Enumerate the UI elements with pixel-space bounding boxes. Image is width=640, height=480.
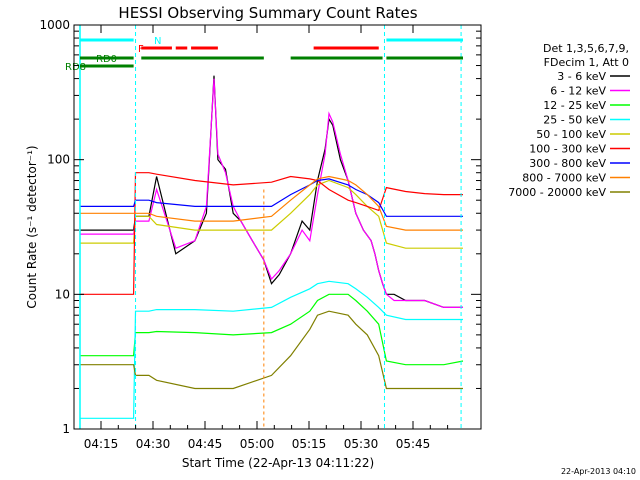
plot-area	[79, 25, 464, 429]
y-tick-label-1: 10	[55, 287, 70, 301]
series-line-3	[80, 280, 463, 419]
series-line-1	[80, 78, 463, 308]
flag-label-f: F	[138, 44, 144, 55]
y-tick-label-3: 1000	[39, 18, 70, 32]
legend-header-line-0: Det 1,3,5,6,7,9,	[543, 42, 629, 55]
legend: Det 1,3,5,6,7,9,FDecim 1, Att 03 - 6 keV…	[508, 42, 630, 199]
legend-header-line-1: FDecim 1, Att 0	[544, 56, 629, 69]
y-tick-label-2: 100	[47, 153, 70, 167]
y-axis: 1 10 100 1000	[39, 18, 481, 436]
x-tick-label-2: 04:45	[188, 437, 223, 451]
legend-label-3: 25 - 50 keV	[543, 114, 606, 127]
flag-label-rd8: RD8	[65, 62, 86, 73]
x-tick-label-6: 05:45	[396, 437, 431, 451]
legend-label-8: 7000 - 20000 keV	[508, 186, 606, 199]
x-tick-label-1: 04:30	[136, 437, 171, 451]
legend-label-0: 3 - 6 keV	[557, 70, 606, 83]
legend-label-4: 50 - 100 keV	[536, 128, 606, 141]
series-line-6	[80, 178, 463, 217]
series-line-8	[80, 310, 463, 390]
series-line-2	[80, 293, 464, 366]
chart-title: HESSI Observing Summary Count Rates	[118, 4, 417, 22]
x-axis-label: Start Time (22-Apr-13 04:11:22)	[182, 456, 374, 470]
legend-label-1: 6 - 12 keV	[550, 85, 606, 98]
flag-label-rd0: RD0	[96, 54, 117, 65]
timestamp: 22-Apr-2013 04:10	[561, 467, 636, 476]
legend-label-6: 300 - 800 keV	[529, 157, 606, 170]
legend-label-7: 800 - 7000 keV	[522, 172, 606, 185]
x-tick-label-3: 05:00	[240, 437, 275, 451]
series-line-7	[80, 175, 463, 231]
series-line-4	[80, 179, 463, 249]
legend-label-5: 100 - 300 keV	[529, 143, 606, 156]
flag-bars: NF RD0 RD8	[65, 36, 463, 73]
y-axis-label: Count Rate (s⁻¹ detector⁻¹)	[25, 145, 39, 308]
x-tick-label-5: 05:30	[344, 437, 379, 451]
x-tick-label-4: 05:15	[292, 437, 327, 451]
y-tick-label-0: 1	[62, 422, 70, 436]
flag-label-n: N	[154, 36, 161, 47]
plot-frame	[73, 24, 482, 430]
x-tick-label-0: 04:15	[84, 437, 119, 451]
legend-label-2: 12 - 25 keV	[543, 99, 606, 112]
x-axis: 04:15 04:30 04:45 05:00 05:15 05:30 05:45	[84, 25, 449, 451]
